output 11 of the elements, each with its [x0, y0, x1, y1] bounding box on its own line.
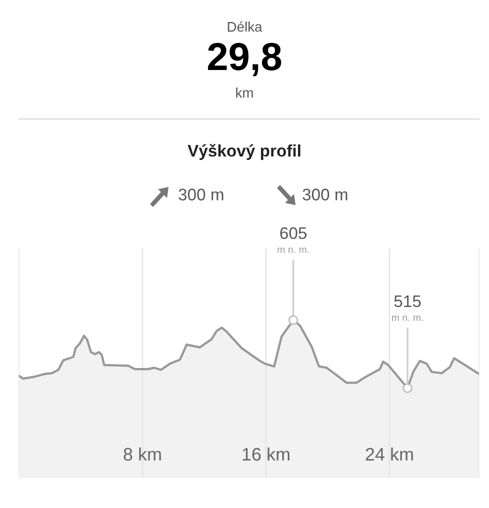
x-tick-label: 16 km [242, 447, 290, 461]
text: 300 m [302, 188, 348, 200]
annotation: 605 m n. m. [278, 227, 309, 253]
text: 300 m [178, 188, 224, 200]
text: 29,8 [208, 42, 282, 76]
annotation: 515 m n. m. [392, 295, 423, 321]
text: Délka [228, 21, 262, 32]
text: km [236, 88, 253, 98]
chart-title: Výškový profil [188, 144, 300, 160]
x-tick-label: 8 km [124, 447, 161, 461]
x-tick-label: 24 km [366, 447, 413, 461]
